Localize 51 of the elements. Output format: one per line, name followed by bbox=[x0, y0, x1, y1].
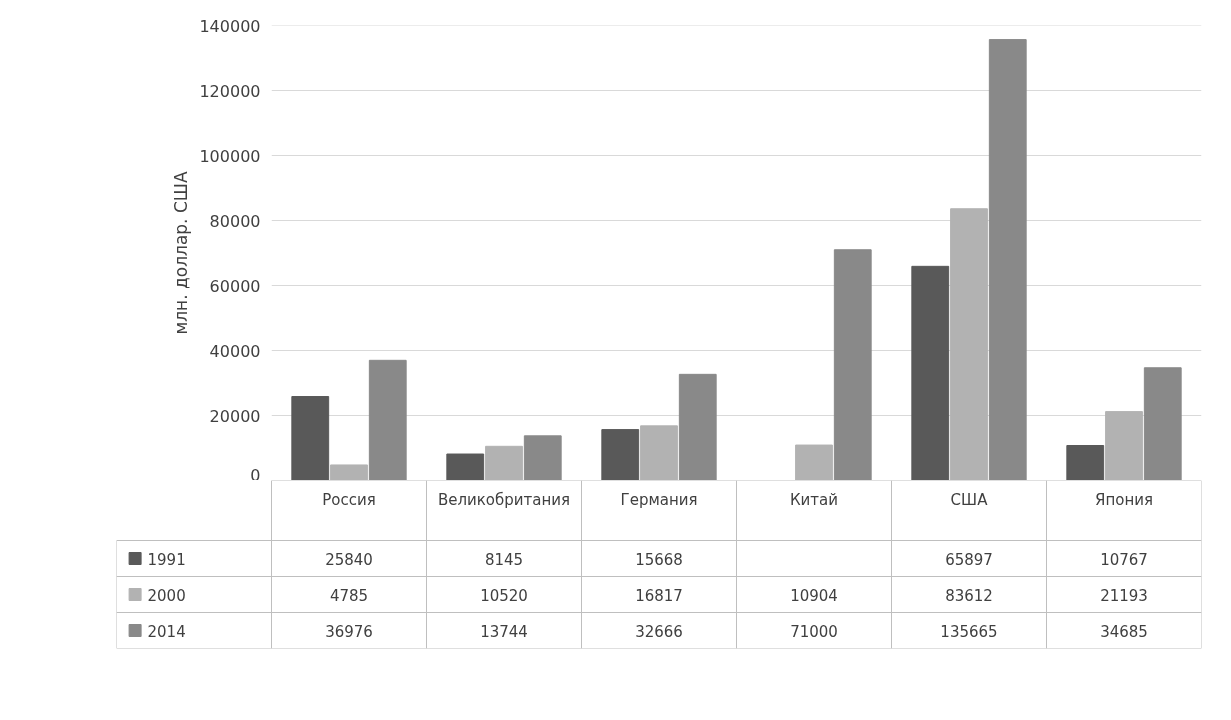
data-label: 83612 bbox=[945, 586, 993, 605]
bar bbox=[795, 444, 833, 480]
bar bbox=[988, 39, 1027, 480]
bar bbox=[330, 464, 368, 480]
bar bbox=[291, 396, 330, 480]
bar bbox=[1143, 367, 1182, 480]
data-label: 10520 bbox=[480, 586, 528, 605]
y-tick-label: 60000 bbox=[209, 276, 261, 296]
x-tick-label: Китай bbox=[789, 490, 839, 509]
x-tick-label: США bbox=[950, 490, 989, 509]
bar bbox=[950, 208, 988, 480]
x-tick-label: Великобритания bbox=[437, 490, 571, 509]
x-tick-label: Россия bbox=[322, 490, 376, 509]
x-tick-label: Япония bbox=[1095, 490, 1154, 509]
data-label: 10767 bbox=[1100, 550, 1148, 569]
legend-label: 2014 bbox=[147, 622, 186, 641]
data-label: 71000 bbox=[790, 622, 838, 641]
legend-label: 2000 bbox=[147, 586, 186, 605]
bar bbox=[640, 425, 678, 480]
bar bbox=[911, 265, 950, 480]
data-label: 16817 bbox=[635, 586, 683, 605]
bar bbox=[601, 429, 640, 480]
y-tick-label: 40000 bbox=[209, 341, 261, 361]
y-tick-label: 120000 bbox=[199, 81, 261, 101]
bar bbox=[368, 359, 407, 480]
data-label: 34685 bbox=[1100, 622, 1148, 641]
data-label: 36976 bbox=[325, 622, 373, 641]
data-label: 32666 bbox=[635, 622, 683, 641]
data-label: 15668 bbox=[635, 550, 683, 569]
data-label: 65897 bbox=[945, 550, 993, 569]
bar bbox=[523, 435, 562, 480]
y-tick-label: 80000 bbox=[209, 211, 261, 231]
data-label: 13744 bbox=[480, 622, 528, 641]
data-label: 4785 bbox=[329, 586, 369, 605]
bar bbox=[485, 445, 523, 480]
data-label: 21193 bbox=[1100, 586, 1148, 605]
bar bbox=[446, 453, 485, 480]
bar bbox=[1105, 411, 1143, 480]
y-tick-label: 100000 bbox=[199, 146, 261, 166]
data-label: 135665 bbox=[940, 622, 998, 641]
data-label: 10904 bbox=[790, 586, 838, 605]
y-tick-label: 20000 bbox=[209, 406, 261, 426]
bar bbox=[833, 249, 872, 480]
x-tick-label: Германия bbox=[620, 490, 698, 509]
data-label: 25840 bbox=[325, 550, 373, 569]
bar bbox=[678, 373, 717, 480]
y-axis-title: млн. доллар. США bbox=[171, 171, 192, 335]
data-label: 8145 bbox=[484, 550, 524, 569]
y-tick-label: 140000 bbox=[199, 16, 261, 36]
legend-label: 1991 bbox=[147, 550, 186, 569]
y-tick-label: 0 bbox=[250, 465, 261, 485]
